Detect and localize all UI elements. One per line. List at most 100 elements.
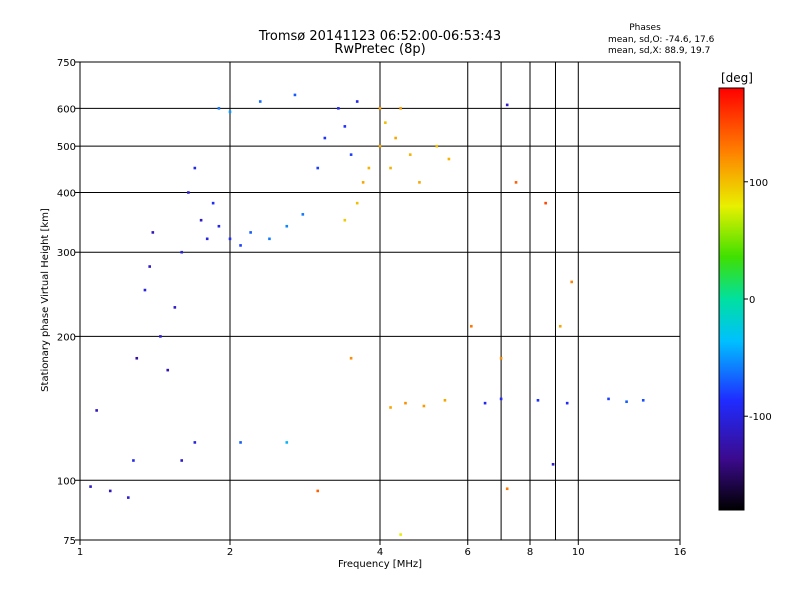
data-point-o xyxy=(132,459,135,462)
data-point-o xyxy=(285,224,289,228)
data-point-o xyxy=(217,224,221,228)
x-tick-label: 2 xyxy=(227,547,233,558)
data-point-o xyxy=(293,93,297,97)
colorbar-tick-label: -100 xyxy=(749,412,772,423)
data-point-o xyxy=(166,368,170,372)
data-point-o xyxy=(180,459,184,462)
data-point-x xyxy=(422,404,426,408)
stats-x-line: mean, sd,X: 88.9, 19.7 xyxy=(608,46,710,56)
x-tick-label: 4 xyxy=(377,547,383,558)
data-point-o xyxy=(108,489,112,493)
data-point-o xyxy=(228,237,232,241)
data-point-o xyxy=(565,401,569,405)
x-tick-label: 8 xyxy=(527,547,533,558)
data-point-x xyxy=(316,489,320,493)
x-tick-label: 16 xyxy=(674,547,687,558)
data-point-x xyxy=(470,324,473,328)
data-point-x xyxy=(378,144,382,148)
data-point-o xyxy=(285,441,289,444)
colorbar-ticks: 100 0 -100 xyxy=(744,178,772,423)
y-tick-labels: 75 100 200 300 400 500 600 750 xyxy=(57,58,80,547)
data-point-o xyxy=(217,107,221,110)
data-point-o xyxy=(239,441,242,444)
chart-subtitle: RwPretec (8p) xyxy=(334,42,425,57)
data-point-o xyxy=(536,399,540,402)
data-point-o xyxy=(228,110,232,114)
data-point-x xyxy=(389,406,392,409)
data-point-o xyxy=(95,409,98,412)
data-points xyxy=(89,93,645,536)
data-point-o xyxy=(180,250,184,254)
data-point-o xyxy=(607,397,610,401)
colorbar-tick-label: 100 xyxy=(749,178,768,189)
data-point-x xyxy=(570,280,573,284)
data-point-x xyxy=(367,166,371,170)
data-point-x xyxy=(389,166,392,170)
data-point-o xyxy=(143,288,147,292)
data-point-o xyxy=(193,166,197,170)
data-point-x xyxy=(384,121,387,124)
y-tick-label: 500 xyxy=(57,142,76,153)
data-point-o xyxy=(268,237,271,241)
data-point-o xyxy=(205,237,209,241)
y-tick-label: 750 xyxy=(57,58,76,69)
data-point-x xyxy=(349,356,353,360)
data-point-x xyxy=(343,218,347,222)
data-point-o xyxy=(301,213,305,216)
colorbar-unit: [deg] xyxy=(721,71,753,85)
data-point-o xyxy=(499,397,503,401)
grid-lines xyxy=(80,62,680,540)
data-point-o xyxy=(239,244,242,247)
data-point-o xyxy=(193,441,197,444)
data-point-o xyxy=(89,485,92,488)
data-point-x xyxy=(418,181,421,184)
data-point-x xyxy=(404,401,407,405)
data-point-x xyxy=(361,181,365,184)
data-point-x xyxy=(399,107,402,110)
data-point-x xyxy=(505,487,509,491)
colorbar-tick-label: 0 xyxy=(749,295,755,306)
data-point-o xyxy=(126,496,130,499)
data-point-x xyxy=(514,181,518,184)
data-point-x xyxy=(394,136,397,140)
x-tick-label: 10 xyxy=(572,547,585,558)
data-point-o xyxy=(211,201,215,205)
data-point-o xyxy=(316,166,320,170)
data-point-o xyxy=(349,153,353,156)
y-tick-label: 400 xyxy=(57,188,76,199)
data-point-x xyxy=(435,144,439,148)
colorbar xyxy=(718,87,745,511)
x-tick-label: 1 xyxy=(77,547,83,558)
x-tick-labels: 1 2 4 6 8 10 16 xyxy=(77,540,687,558)
data-point-x xyxy=(408,153,412,156)
data-point-x xyxy=(544,201,547,205)
x-tick-label: 6 xyxy=(465,547,471,558)
y-tick-label: 75 xyxy=(63,536,76,547)
y-tick-label: 200 xyxy=(57,332,76,343)
y-tick-label: 300 xyxy=(57,248,76,259)
data-point-o xyxy=(173,306,177,309)
data-point-o xyxy=(641,399,645,402)
data-point-o xyxy=(258,100,262,103)
data-point-o xyxy=(551,463,555,466)
chart-title: Tromsø 20141123 06:52:00-06:53:43 xyxy=(258,29,501,44)
data-point-x xyxy=(443,399,447,402)
data-point-o xyxy=(323,136,327,140)
data-point-o xyxy=(355,100,359,103)
data-point-o xyxy=(625,400,628,404)
data-point-o xyxy=(483,401,487,405)
stats-header: Phases xyxy=(629,23,661,33)
data-point-o xyxy=(199,218,203,222)
data-point-o xyxy=(151,231,155,234)
data-point-o xyxy=(249,231,252,234)
stats-o-line: mean, sd,O: -74.6, 17.6 xyxy=(608,35,715,45)
data-point-o xyxy=(505,103,509,107)
data-point-x xyxy=(378,107,382,110)
data-point-o xyxy=(159,335,162,338)
data-point-x xyxy=(558,324,562,328)
data-point-x xyxy=(399,533,402,536)
data-point-o xyxy=(343,125,347,128)
y-tick-label: 100 xyxy=(57,476,76,487)
data-point-o xyxy=(187,191,190,194)
